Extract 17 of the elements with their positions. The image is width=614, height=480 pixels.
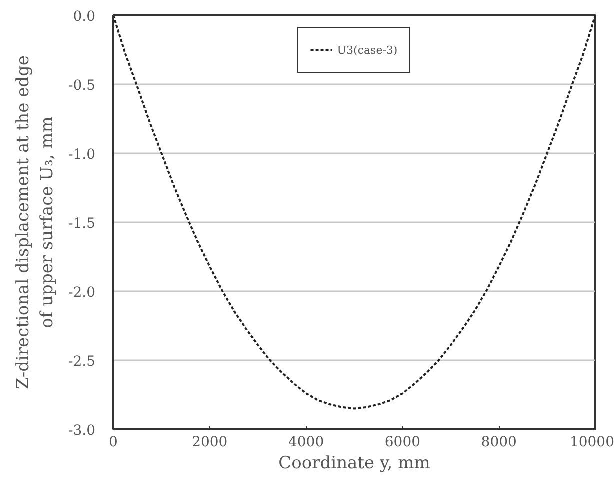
x-tick-label: 4000 (288, 434, 324, 450)
y-tick-label: 0.0 (73, 9, 96, 25)
x-tick-label: 6000 (384, 434, 421, 450)
y-axis-title: Z-directional displacement at the edge of upper surface U₃, mm (14, 56, 58, 390)
legend-label: U3(case-3) (337, 44, 398, 56)
x-tick-label: 2000 (192, 434, 228, 450)
line-series (114, 16, 596, 410)
y-tick-label: -1.5 (68, 216, 96, 232)
y-tick-label: -0.5 (68, 78, 96, 94)
x-axis-title: Coordinate y, mm (278, 454, 430, 474)
y-tick-label: -2.5 (68, 354, 96, 370)
y-tick-label: -1.0 (68, 147, 96, 163)
y-tick-label: -3.0 (68, 423, 96, 439)
x-tick-label: 10000 (570, 434, 614, 450)
x-tick-label: 8000 (481, 434, 517, 450)
x-tick-label: 0 (109, 434, 118, 450)
y-tick-label: -2.0 (68, 285, 96, 301)
